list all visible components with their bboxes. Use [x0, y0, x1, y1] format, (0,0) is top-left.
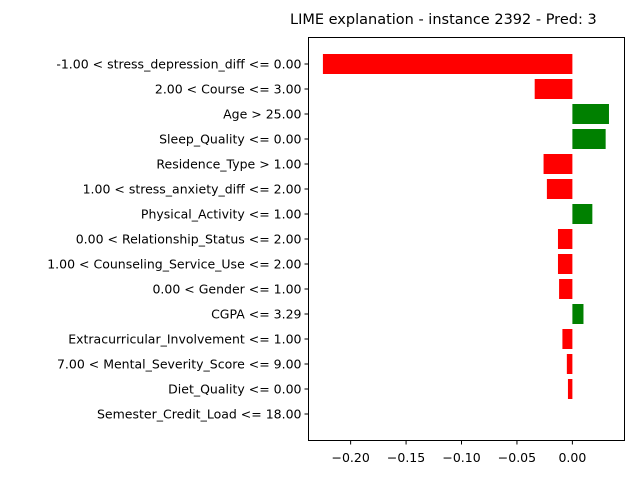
x-tick-label: −0.10 [442, 450, 480, 465]
y-tick-label: 0.00 < Relationship_Status <= 2.00 [76, 232, 302, 247]
bar [572, 204, 593, 224]
y-tick-label: Extracurricular_Involvement <= 1.00 [68, 332, 301, 347]
bar [534, 79, 573, 99]
x-tick-label: −0.05 [498, 450, 536, 465]
y-tick-label: 0.00 < Gender <= 1.00 [152, 282, 301, 297]
bar [322, 54, 573, 74]
y-tick-label: Sleep_Quality <= 0.00 [159, 132, 301, 147]
x-tick-label: −0.15 [387, 450, 425, 465]
y-tick-label: Semester_Credit_Load <= 18.00 [97, 407, 302, 422]
bar [559, 279, 573, 299]
y-tick-label: CGPA <= 3.29 [211, 307, 301, 322]
bar [572, 104, 609, 124]
y-tick-label: Age > 25.00 [223, 107, 301, 122]
bar [557, 254, 573, 274]
bar [543, 154, 573, 174]
bars-group [322, 54, 609, 399]
y-tick-label: Residence_Type > 1.00 [156, 157, 301, 172]
y-axis-ticks: -1.00 < stress_depression_diff <= 0.00 2.… [47, 57, 309, 422]
bar [546, 179, 573, 199]
y-tick-label: 2.00 < Course <= 3.00 [155, 82, 302, 97]
bar [557, 229, 573, 249]
y-tick-label: 1.00 < stress_anxiety_diff <= 2.00 [83, 182, 302, 197]
bar [566, 354, 573, 374]
x-axis-ticks: −0.20 −0.15 −0.10 −0.05 0.00 [331, 440, 586, 465]
bar [572, 304, 584, 324]
x-tick-label: 0.00 [558, 450, 586, 465]
y-tick-label: Diet_Quality <= 0.00 [168, 382, 301, 397]
plot-frame [308, 37, 625, 441]
y-tick-label: 7.00 < Mental_Severity_Score <= 9.00 [57, 357, 302, 372]
bar [562, 329, 573, 349]
x-tick-label: −0.20 [331, 450, 369, 465]
chart-title: LIME explanation - instance 2392 - Pred:… [290, 12, 597, 28]
y-tick-label: Physical_Activity <= 1.00 [141, 207, 302, 222]
bar [572, 129, 606, 149]
bar [567, 379, 573, 399]
y-tick-label: 1.00 < Counseling_Service_Use <= 2.00 [47, 257, 301, 272]
y-tick-label: -1.00 < stress_depression_diff <= 0.00 [56, 57, 301, 72]
